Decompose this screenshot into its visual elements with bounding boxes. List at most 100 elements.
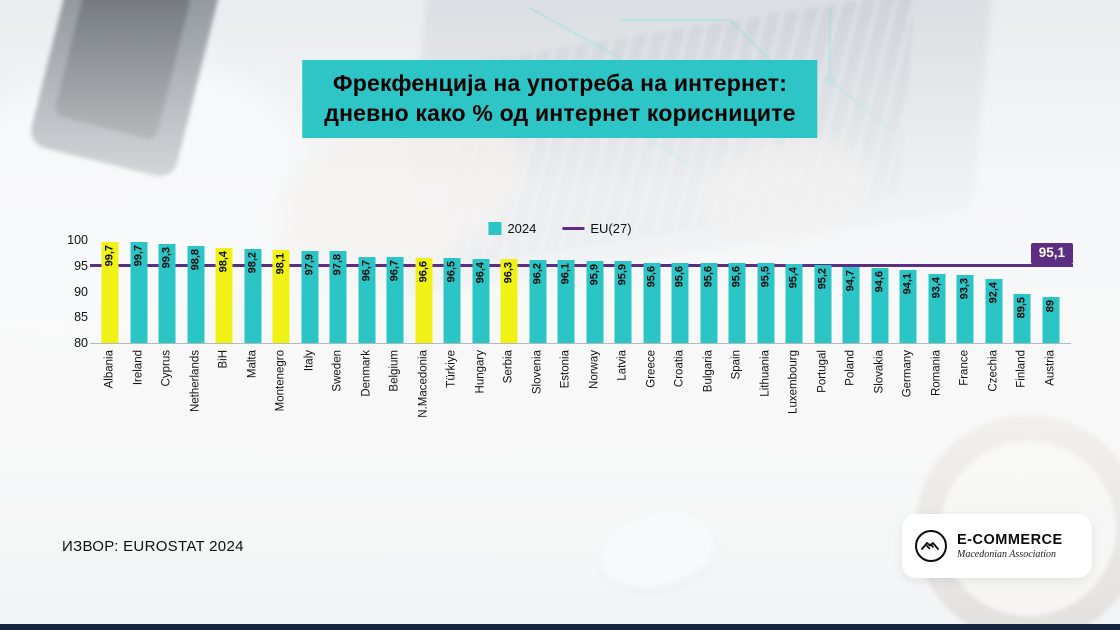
bar-italy: [301, 250, 319, 343]
chart-legend: 2024 EU(27): [488, 221, 632, 236]
bar-value-label: 99,7: [103, 244, 116, 266]
bar-column: 98,4 BiH: [210, 240, 239, 369]
legend-item-eu27: EU(27): [562, 221, 632, 236]
legend-swatch-bar: [488, 222, 502, 235]
bar-value-label: 96,5: [445, 261, 458, 283]
bar-value-label: 89: [1044, 299, 1057, 312]
y-tick-label: 85: [74, 310, 88, 325]
bar-column: 97,8 Sweden: [324, 240, 353, 392]
bar-column: 89,5 Finland: [1008, 240, 1037, 388]
bar-column: 98,2 Malta: [239, 240, 268, 378]
bar-country-label: Czechia: [987, 350, 999, 392]
chart-title-line1: Фрекфенција на употреба на интернет:: [332, 70, 788, 96]
bar-column: 89 Austria: [1037, 240, 1066, 386]
bar-albania: [101, 241, 119, 343]
bar-value-label: 89,5: [1015, 297, 1028, 319]
bar-value-label: 98,8: [189, 249, 202, 271]
handshake-icon: [915, 530, 947, 562]
bar-latvia: [614, 261, 632, 343]
source-note: ИЗВОР: EUROSTAT 2024: [62, 538, 244, 555]
bar-cyprus: [158, 243, 176, 343]
bar-country-label: Greece: [645, 350, 657, 388]
bar-value-label: 93,4: [930, 276, 943, 299]
legend-item-2024: 2024: [488, 221, 536, 236]
bar-value-label: 95,9: [616, 264, 629, 286]
bar-country-label: Austria: [1044, 350, 1056, 386]
bar-luxembourg: [785, 263, 803, 343]
bar-country-label: Poland: [844, 350, 857, 386]
bar-netherlands: [187, 246, 205, 343]
bar-value-label: 99,7: [132, 244, 145, 266]
bar-country-label: Finland: [1015, 350, 1028, 388]
bar-column: 93,3 France: [951, 240, 980, 386]
bar-column: 99,7 Albania: [96, 240, 125, 388]
legend-label-2024: 2024: [507, 221, 537, 236]
bar-estonia: [557, 260, 575, 343]
bar-belgium: [386, 257, 404, 343]
bar-country-label: Malta: [246, 350, 258, 379]
bar-value-label: 94,1: [901, 273, 914, 295]
bar-column: 95,9 Norway: [581, 240, 610, 389]
bar-lithuania: [757, 263, 775, 343]
bar-country-label: Türkiye: [445, 350, 458, 388]
legend-label-eu27: EU(27): [590, 221, 632, 236]
bar-finland: [1013, 294, 1031, 343]
bar-value-label: 97,9: [303, 253, 316, 276]
bar-country-label: Montenegro: [274, 350, 287, 412]
bar-chart: 80 85 90 95 100 95,1 99,7 Albania 99,7 Ireland 9…: [58, 234, 1073, 418]
bar-country-label: Croatia: [673, 350, 686, 388]
bar-country-label: Netherlands: [189, 350, 201, 413]
bar-value-label: 95,2: [816, 267, 829, 290]
bar-country-label: Italy: [303, 350, 315, 372]
legend-swatch-eu-line: [562, 227, 585, 230]
y-axis: 80 85 90 95 100: [58, 234, 88, 349]
bar-column: 99,7 Ireland: [125, 240, 154, 385]
bar-country-label: Denmark: [360, 350, 372, 397]
bar-column: 96,4 Hungary: [467, 240, 496, 393]
bar-column: 95,6 Bulgaria: [695, 240, 724, 392]
bar-value-label: 99,3: [160, 246, 173, 269]
bar-column: 97,9 Italy: [296, 240, 325, 371]
bar-t-rkiye: [443, 258, 461, 343]
logo-text: E-COMMERCE Macedonian Association: [957, 532, 1063, 560]
bar-sweden: [329, 251, 347, 343]
bar-country-label: Ireland: [132, 350, 144, 386]
bar-romania: [928, 274, 946, 343]
bar-serbia: [500, 259, 518, 343]
bar-slovakia: [871, 267, 889, 343]
bar-column: 95,5 Lithuania: [752, 240, 781, 397]
bar-value-label: 95,6: [730, 265, 743, 288]
bar-column: 96,2 Slovenia: [524, 240, 553, 394]
bar-portugal: [814, 264, 832, 343]
bar-country-label: Spain: [730, 350, 743, 380]
bar-value-label: 96,6: [417, 260, 430, 282]
bar-france: [956, 274, 974, 343]
bar-column: 95,4 Luxembourg: [780, 240, 809, 414]
bar-column: 95,6 Croatia: [666, 240, 695, 387]
y-tick-label: 100: [67, 233, 88, 247]
bar-value-label: 94,6: [873, 270, 886, 293]
bar-value-label: 95,6: [645, 265, 658, 288]
bar-country-label: Hungary: [474, 350, 486, 394]
bar-ireland: [130, 241, 148, 343]
bar-hungary: [472, 258, 490, 343]
bar-value-label: 98,1: [274, 252, 287, 275]
bar-value-label: 92,4: [987, 282, 1000, 304]
bar-country-label: Estonia: [559, 350, 572, 389]
bar-country-label: Albania: [103, 350, 116, 389]
bottom-accent-strip: [0, 624, 1120, 630]
bar-value-label: 96,4: [474, 261, 487, 283]
logo-name: E-COMMERCE: [957, 531, 1063, 548]
bar-column: 96,6 N.Macedonia: [410, 240, 439, 418]
bar-value-label: 95,4: [787, 266, 800, 289]
bar-bulgaria: [700, 262, 718, 343]
bar-value-label: 95,6: [702, 265, 715, 288]
bar-country-label: Belgium: [388, 350, 401, 392]
bar-column: 99,3 Cyprus: [153, 240, 182, 386]
bar-column: 95,2 Portugal: [809, 240, 838, 393]
bar-column: 92,4 Czechia: [980, 240, 1009, 392]
bar-column: 93,4 Romania: [923, 240, 952, 396]
bar-montenegro: [272, 249, 290, 343]
bar-value-label: 98,4: [217, 251, 230, 273]
bar-column: 98,1 Montenegro: [267, 240, 296, 411]
